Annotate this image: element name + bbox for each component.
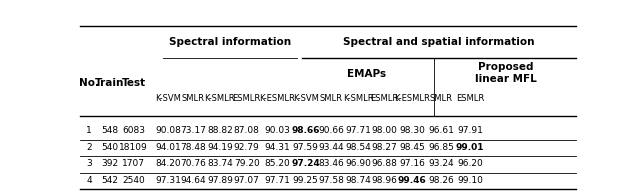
Text: K-SVM: K-SVM: [156, 94, 181, 103]
Text: 99.01: 99.01: [456, 143, 484, 152]
Text: 83.74: 83.74: [207, 159, 233, 168]
Text: 97.71: 97.71: [346, 126, 371, 135]
Text: 97.16: 97.16: [399, 159, 425, 168]
Text: 98.45: 98.45: [399, 143, 425, 152]
Text: K-SMLR: K-SMLR: [205, 94, 235, 103]
Text: Train: Train: [95, 78, 124, 89]
Text: 70.76: 70.76: [180, 159, 206, 168]
Text: 93.24: 93.24: [428, 159, 454, 168]
Text: 96.61: 96.61: [428, 126, 454, 135]
Text: 94.19: 94.19: [207, 143, 233, 152]
Text: 3: 3: [86, 159, 92, 168]
Text: K-ESMLR: K-ESMLR: [259, 94, 295, 103]
Text: SMLR: SMLR: [182, 94, 205, 103]
Text: 90.08: 90.08: [156, 126, 181, 135]
Text: 88.82: 88.82: [207, 126, 233, 135]
Text: 97.59: 97.59: [292, 143, 319, 152]
Text: 83.46: 83.46: [319, 159, 344, 168]
Text: 2: 2: [86, 143, 92, 152]
Text: K-SMLR: K-SMLR: [343, 94, 374, 103]
Text: 90.03: 90.03: [264, 126, 290, 135]
Text: 97.07: 97.07: [234, 176, 260, 185]
Text: 548: 548: [101, 126, 118, 135]
Text: 96.20: 96.20: [457, 159, 483, 168]
Text: 97.31: 97.31: [156, 176, 181, 185]
Text: 1: 1: [86, 126, 92, 135]
Text: 99.46: 99.46: [397, 176, 426, 185]
Text: Spectral and spatial information: Spectral and spatial information: [343, 37, 534, 47]
Text: 73.17: 73.17: [180, 126, 206, 135]
Text: SMLR: SMLR: [320, 94, 343, 103]
Text: 99.25: 99.25: [293, 176, 319, 185]
Text: ESMLR: ESMLR: [456, 94, 484, 103]
Text: 1707: 1707: [122, 159, 145, 168]
Text: 94.01: 94.01: [156, 143, 181, 152]
Text: 94.31: 94.31: [264, 143, 290, 152]
Text: SMLR: SMLR: [429, 94, 452, 103]
Text: 87.08: 87.08: [234, 126, 260, 135]
Text: 392: 392: [101, 159, 118, 168]
Text: 540: 540: [101, 143, 118, 152]
Text: 98.54: 98.54: [346, 143, 371, 152]
Text: 18109: 18109: [119, 143, 148, 152]
Text: 6083: 6083: [122, 126, 145, 135]
Text: 84.20: 84.20: [156, 159, 181, 168]
Text: 97.58: 97.58: [319, 176, 344, 185]
Text: No.: No.: [79, 78, 99, 89]
Text: 98.30: 98.30: [399, 126, 425, 135]
Text: 98.27: 98.27: [372, 143, 397, 152]
Text: 97.89: 97.89: [207, 176, 233, 185]
Text: K-ESMLR: K-ESMLR: [394, 94, 430, 103]
Text: 93.44: 93.44: [319, 143, 344, 152]
Text: 99.10: 99.10: [457, 176, 483, 185]
Text: 96.90: 96.90: [346, 159, 371, 168]
Text: Proposed
linear MFL: Proposed linear MFL: [475, 62, 537, 84]
Text: ESMLR: ESMLR: [371, 94, 399, 103]
Text: 78.48: 78.48: [180, 143, 206, 152]
Text: 97.71: 97.71: [264, 176, 290, 185]
Text: 94.64: 94.64: [180, 176, 206, 185]
Text: K-SVM: K-SVM: [292, 94, 319, 103]
Text: 2540: 2540: [122, 176, 145, 185]
Text: 97.91: 97.91: [457, 126, 483, 135]
Text: EMAPs: EMAPs: [347, 69, 387, 79]
Text: 98.66: 98.66: [291, 126, 320, 135]
Text: Test: Test: [122, 78, 146, 89]
Text: 85.20: 85.20: [264, 159, 290, 168]
Text: 96.88: 96.88: [372, 159, 397, 168]
Text: 98.74: 98.74: [346, 176, 371, 185]
Text: 98.00: 98.00: [372, 126, 397, 135]
Text: 90.66: 90.66: [319, 126, 344, 135]
Text: 98.96: 98.96: [372, 176, 397, 185]
Text: ESMLR: ESMLR: [232, 94, 260, 103]
Text: Spectral information: Spectral information: [169, 37, 291, 47]
Text: 4: 4: [86, 176, 92, 185]
Text: 98.26: 98.26: [428, 176, 454, 185]
Text: 96.85: 96.85: [428, 143, 454, 152]
Text: 542: 542: [101, 176, 118, 185]
Text: 92.79: 92.79: [234, 143, 260, 152]
Text: 97.24: 97.24: [291, 159, 320, 168]
Text: 79.20: 79.20: [234, 159, 260, 168]
